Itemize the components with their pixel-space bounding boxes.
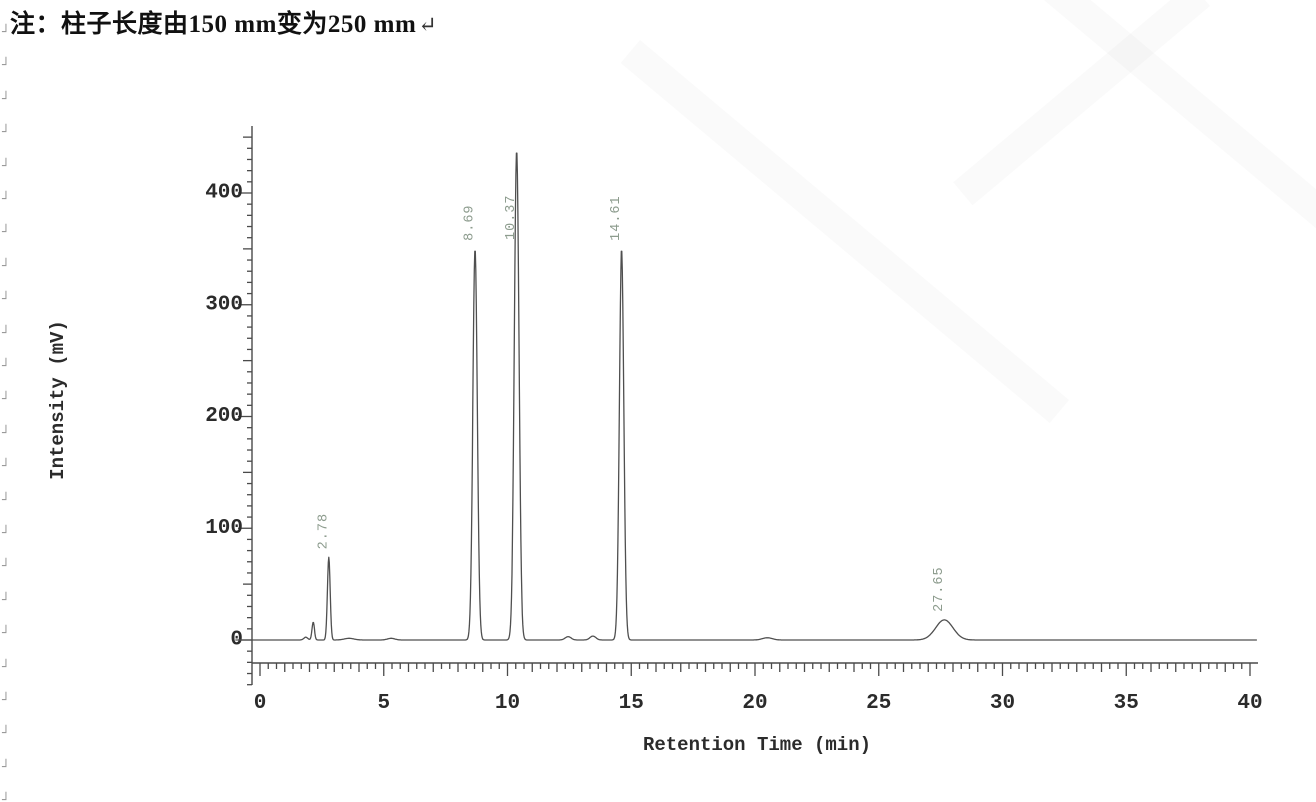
x-axis-title: Retention Time (min): [643, 734, 871, 756]
chromatogram-trace: [235, 152, 1258, 641]
x-tick-label: 20: [742, 692, 767, 715]
margin-corner-mark: ┘: [2, 225, 10, 241]
x-tick-label: 40: [1237, 692, 1262, 715]
y-tick-label: 400: [205, 182, 243, 205]
peak-label: 8.69: [463, 204, 478, 240]
margin-corner-mark: ┘: [2, 58, 10, 74]
margin-corner-mark: ┘: [2, 626, 10, 642]
margin-corner-mark: ┘: [2, 359, 10, 374]
margin-corner-mark: ┘: [2, 492, 10, 508]
margin-corner-mark: ┘: [2, 693, 10, 708]
paragraph-mark-icon: ↵: [418, 12, 438, 37]
x-tick-label: 15: [619, 692, 644, 715]
margin-corner-mark: ┘: [2, 559, 10, 575]
note-line: 注：柱子长度由150 mm变为250 mm↵: [10, 4, 437, 40]
peak-label: 27.65: [932, 566, 947, 612]
y-tick-label: 200: [205, 405, 243, 428]
peak-label: 10.37: [504, 194, 519, 240]
x-tick-label: 5: [377, 692, 390, 715]
margin-corner-mark: ┘: [2, 726, 10, 742]
margin-corner-mark: ┘: [2, 526, 10, 541]
note-text: 注：柱子长度由150 mm变为250 mm: [10, 11, 417, 38]
margin-corner-mark: ┘: [2, 25, 10, 40]
margin-corner-mark: ┘: [2, 459, 10, 475]
x-tick-label: 0: [254, 692, 267, 715]
x-tick-label: 10: [495, 692, 520, 715]
margin-corner-mark: ┘: [2, 592, 10, 608]
margin-corner-mark: ┘: [2, 793, 10, 802]
margin-corner-mark: ┘: [2, 759, 10, 775]
margin-corner-mark: ┘: [2, 258, 10, 274]
x-tick-label: 30: [990, 692, 1015, 715]
margin-corner-mark: ┘: [2, 125, 10, 141]
y-tick-label: 100: [205, 517, 243, 540]
x-tick-label: 35: [1114, 692, 1139, 715]
y-tick-label: 300: [205, 293, 243, 316]
margin-corner-mark: ┘: [2, 659, 10, 675]
margin-corner-mark: ┘: [2, 158, 10, 174]
margin-corner-mark: ┘: [2, 192, 10, 207]
margin-corner-mark: ┘: [2, 325, 10, 341]
peak-label: 2.78: [316, 513, 331, 549]
margin-corner-mark: ┘: [2, 392, 10, 408]
margin-corner-mark: ┘: [2, 91, 10, 107]
peak-label: 14.61: [609, 195, 624, 241]
margin-corner-mark: ┘: [2, 292, 10, 308]
x-tick-label: 25: [866, 692, 891, 715]
margin-corner-mark: ┘: [2, 425, 10, 441]
y-axis-title: Intensity (mV): [47, 320, 69, 480]
